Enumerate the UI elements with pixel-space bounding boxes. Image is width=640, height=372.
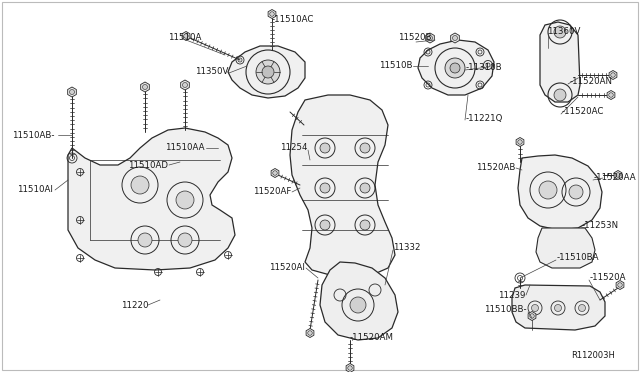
Circle shape (450, 63, 460, 73)
Circle shape (530, 314, 534, 318)
Circle shape (539, 181, 557, 199)
Text: 11520AF: 11520AF (253, 187, 291, 196)
Text: 11520B: 11520B (398, 33, 432, 42)
Circle shape (609, 93, 613, 97)
Text: 11520AB: 11520AB (476, 164, 515, 173)
Circle shape (616, 173, 620, 177)
Text: 11360V: 11360V (547, 28, 580, 36)
Circle shape (320, 143, 330, 153)
Text: 11520AI: 11520AI (269, 263, 305, 273)
Polygon shape (540, 22, 580, 102)
Polygon shape (616, 280, 624, 289)
Text: -11221Q: -11221Q (466, 113, 504, 122)
Text: 11350V: 11350V (195, 67, 228, 77)
Text: 11239: 11239 (498, 291, 525, 299)
Text: 11510B: 11510B (380, 61, 413, 70)
Circle shape (131, 176, 149, 194)
Circle shape (360, 220, 370, 230)
Polygon shape (306, 328, 314, 337)
Circle shape (348, 366, 352, 370)
Circle shape (428, 35, 433, 41)
Circle shape (184, 34, 188, 38)
Circle shape (531, 305, 538, 311)
Text: -11520A: -11520A (590, 273, 627, 282)
Circle shape (262, 66, 274, 78)
Polygon shape (528, 311, 536, 321)
Circle shape (138, 233, 152, 247)
Text: -11310B: -11310B (466, 64, 502, 73)
Polygon shape (268, 10, 276, 19)
Text: -11510BA: -11510BA (557, 253, 600, 263)
Circle shape (350, 297, 366, 313)
Polygon shape (426, 33, 435, 43)
Circle shape (256, 60, 280, 84)
Text: 11332: 11332 (393, 244, 420, 253)
Text: -11253N: -11253N (582, 221, 619, 230)
Text: -11520AN: -11520AN (570, 77, 613, 87)
Polygon shape (609, 71, 617, 80)
Polygon shape (451, 33, 460, 43)
Polygon shape (68, 128, 235, 270)
Circle shape (269, 12, 275, 16)
Text: -11510AC: -11510AC (272, 16, 314, 25)
Text: -11520AM: -11520AM (350, 334, 394, 343)
Polygon shape (418, 40, 494, 95)
Circle shape (70, 90, 74, 94)
Text: 11254: 11254 (280, 144, 308, 153)
Polygon shape (536, 228, 595, 268)
Text: 11510BB-: 11510BB- (484, 305, 527, 314)
Circle shape (554, 89, 566, 101)
Polygon shape (180, 80, 189, 90)
Polygon shape (346, 363, 354, 372)
Text: -11520AA: -11520AA (594, 173, 637, 183)
Polygon shape (518, 155, 602, 230)
Circle shape (554, 305, 561, 311)
Circle shape (518, 140, 522, 144)
Polygon shape (271, 169, 279, 177)
Polygon shape (182, 32, 190, 41)
Circle shape (618, 283, 622, 287)
Polygon shape (614, 170, 622, 180)
Circle shape (178, 233, 192, 247)
Polygon shape (607, 90, 615, 99)
Polygon shape (228, 46, 305, 98)
Text: 11510AI: 11510AI (17, 186, 53, 195)
Text: 11220: 11220 (121, 301, 148, 310)
Circle shape (273, 171, 277, 175)
Circle shape (554, 26, 566, 38)
Text: 11510AD: 11510AD (128, 160, 168, 170)
Text: 11510AA: 11510AA (166, 144, 205, 153)
Text: 11510A: 11510A (168, 33, 202, 42)
Polygon shape (320, 262, 398, 340)
Circle shape (176, 191, 194, 209)
Circle shape (360, 143, 370, 153)
Circle shape (308, 331, 312, 335)
Circle shape (569, 185, 583, 199)
Circle shape (360, 183, 370, 193)
Circle shape (182, 83, 188, 87)
Circle shape (445, 58, 465, 78)
Circle shape (452, 35, 458, 41)
Text: 11510AB-: 11510AB- (13, 131, 55, 140)
Circle shape (320, 220, 330, 230)
Polygon shape (290, 95, 395, 278)
Circle shape (320, 183, 330, 193)
Polygon shape (512, 285, 605, 330)
Circle shape (143, 84, 147, 90)
Polygon shape (516, 138, 524, 147)
Text: R112003H: R112003H (571, 350, 615, 359)
Text: -11520AC: -11520AC (562, 108, 604, 116)
Circle shape (611, 73, 615, 77)
Polygon shape (68, 87, 76, 97)
Circle shape (579, 305, 586, 311)
Polygon shape (141, 82, 149, 92)
